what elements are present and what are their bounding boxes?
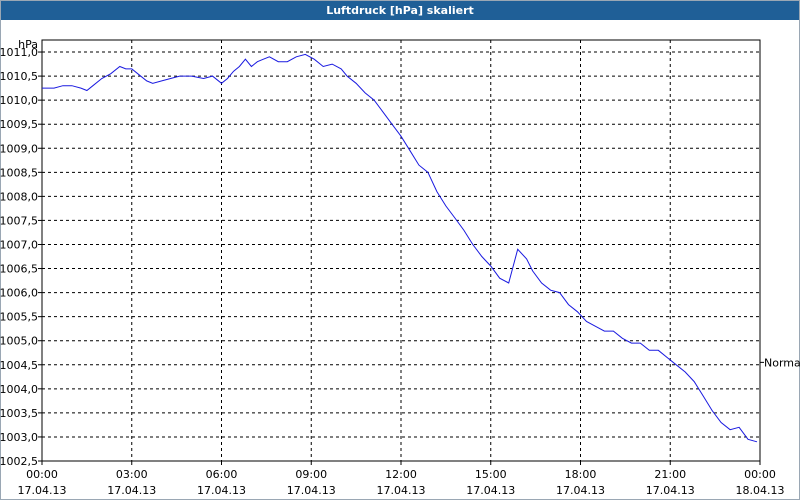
x-tick-time: 21:00 [654, 468, 686, 481]
y-tick-label: 1006,5 [0, 263, 38, 276]
x-tick-time: 15:00 [475, 468, 507, 481]
y-tick-label: 1009,0 [0, 142, 38, 155]
y-tick-label: 1008,0 [0, 190, 38, 203]
x-tick-time: 06:00 [206, 468, 238, 481]
x-tick-time: 03:00 [116, 468, 148, 481]
y-tick-label: 1007,5 [0, 214, 38, 227]
y-tick-label: 1002,5 [0, 455, 38, 468]
x-tick-time: 09:00 [295, 468, 327, 481]
y-tick-label: 1004,0 [0, 383, 38, 396]
x-tick-date: 17.04.13 [556, 484, 605, 497]
x-tick-date: 17.04.13 [107, 484, 156, 497]
x-tick-date: 17.04.13 [287, 484, 336, 497]
x-tick-date: 18.04.13 [736, 484, 785, 497]
x-tick-date: 17.04.13 [377, 484, 426, 497]
x-tick-time: 12:00 [385, 468, 417, 481]
grid [42, 40, 760, 461]
y-axis: 1011,0 1010,5 1010,0 1009,5 1009,0 1008,5 1008… [0, 38, 42, 468]
y-tick-label: 1003,0 [0, 431, 38, 444]
y-tick-label: 1008,5 [0, 166, 38, 179]
x-tick-time: 18:00 [565, 468, 597, 481]
y-tick-label: 1010,5 [0, 70, 38, 83]
y-tick-label: 1006,0 [0, 287, 38, 300]
y-tick-label: 1004,5 [0, 359, 38, 372]
x-axis: 00:00 17.04.13 03:00 17.04.13 06:00 17.04.13 0… [18, 461, 785, 497]
pressure-series-line [42, 53, 758, 443]
y-tick-label: 1010,0 [0, 94, 38, 107]
y-tick-label: 1005,5 [0, 311, 38, 324]
y-tick-label: 1005,0 [0, 335, 38, 348]
reference-marker: Normal [760, 356, 800, 369]
x-tick-date: 17.04.13 [466, 484, 515, 497]
x-tick-date: 17.04.13 [197, 484, 246, 497]
y-tick-label: 1003,5 [0, 407, 38, 420]
x-tick-time: 00:00 [744, 468, 776, 481]
x-tick-date: 17.04.13 [18, 484, 67, 497]
y-tick-label: 1009,5 [0, 118, 38, 131]
y-tick-label: 1007,0 [0, 238, 38, 251]
x-tick-date: 17.04.13 [646, 484, 695, 497]
reference-label: Normal [764, 356, 800, 369]
y-unit-label: hPa [18, 38, 38, 51]
chart-title: Luftdruck [hPa] skaliert [1, 1, 799, 20]
y-tick-label: 1011,0 [0, 46, 38, 59]
x-tick-time: 00:00 [26, 468, 58, 481]
